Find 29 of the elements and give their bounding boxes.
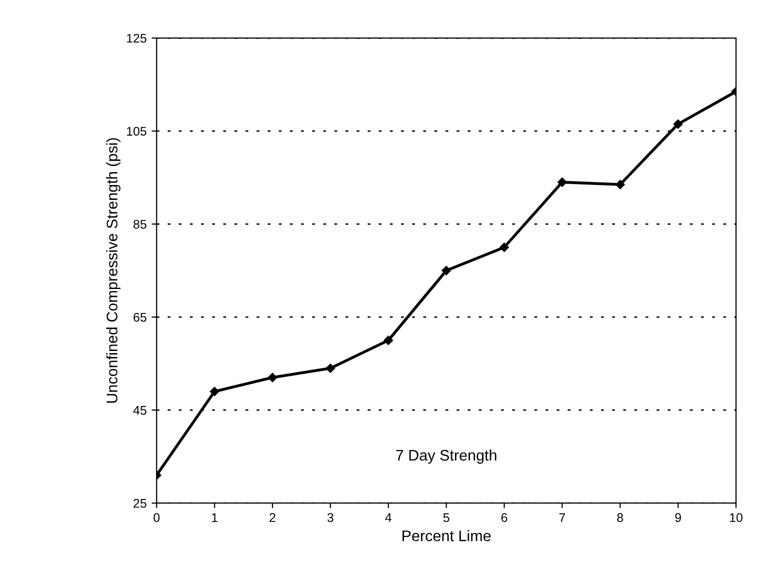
x-tick-label: 7	[559, 513, 566, 522]
x-tick-label: 10	[730, 513, 742, 522]
x-tick-label: 4	[385, 513, 392, 522]
y-tick-label: 65	[134, 312, 146, 322]
x-tick-label: 2	[270, 513, 276, 522]
point	[673, 119, 683, 129]
y-tick-label: 45	[133, 406, 146, 415]
point	[442, 266, 451, 276]
point	[616, 180, 625, 190]
point	[268, 372, 278, 382]
point	[500, 242, 509, 252]
point	[384, 336, 393, 345]
point	[558, 178, 567, 187]
annotation: 7 Day Strength	[396, 449, 496, 464]
y-axis-title: Unconfined Compressive Strength (psi)	[106, 138, 120, 403]
x-tick-label: 1	[212, 513, 218, 522]
point	[210, 386, 220, 396]
x-tick-label: 3	[327, 513, 334, 522]
point	[326, 364, 336, 373]
y-tick-label: 125	[126, 34, 146, 43]
y-tick-label: 25	[134, 498, 146, 508]
x-tick-label: 9	[675, 513, 681, 522]
x-tick-label: 6	[501, 513, 508, 522]
x-tick-label: 8	[617, 513, 624, 522]
y-tick-label: 85	[134, 220, 146, 229]
x-tick-label: 0	[154, 513, 160, 522]
x-axis-title: Percent Lime	[402, 530, 491, 542]
x-tick-label: 5	[443, 513, 450, 522]
y-tick-label: 105	[126, 126, 146, 136]
